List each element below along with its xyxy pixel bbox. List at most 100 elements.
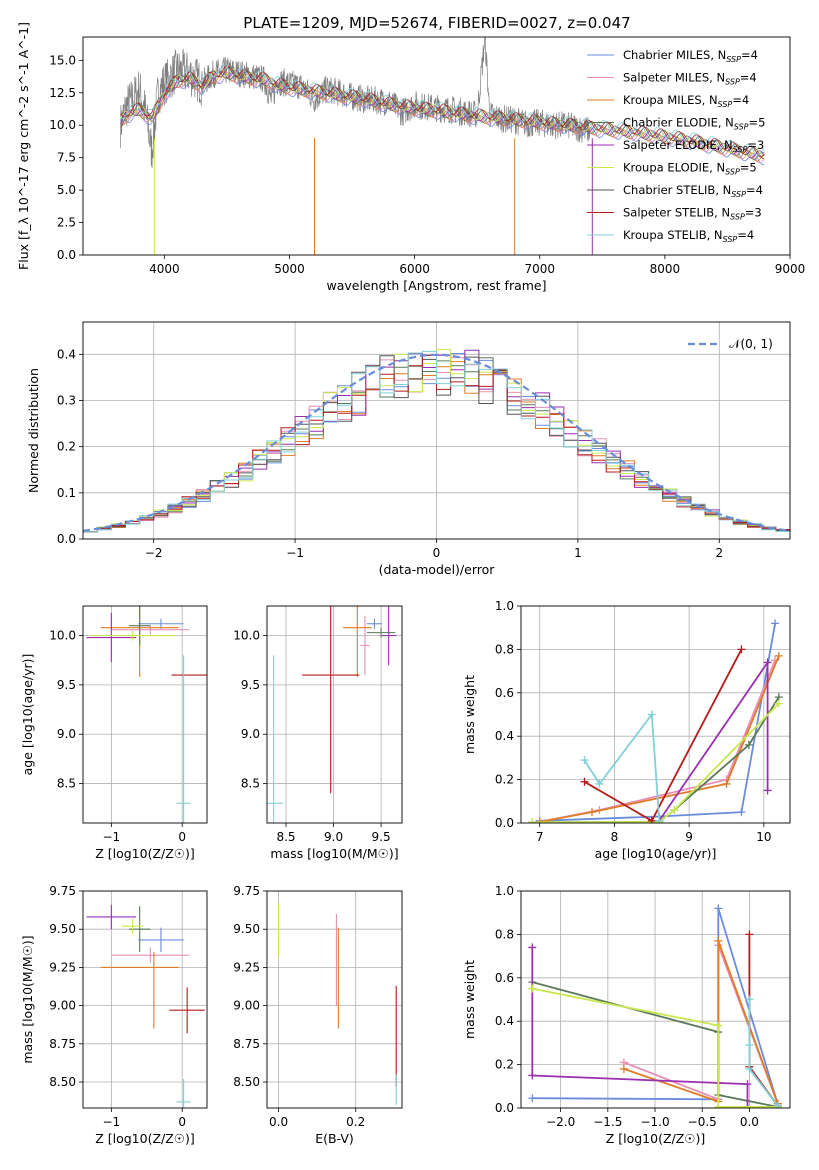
spectrum-panel: 4000 5000 6000 7000 8000 9000 0.0 2.5 5.0 7.5 10.0…	[16, 22, 805, 293]
x-tick-label: 8000	[650, 262, 681, 276]
y-tick-label: 8.5	[57, 777, 76, 791]
weight-point-marker	[745, 1064, 754, 1073]
y-tick-label: 0.1	[57, 486, 76, 500]
x-tick-label: 9000	[775, 262, 806, 276]
y-tick-label: 0.0	[495, 1101, 514, 1115]
weight-point-marker	[745, 995, 754, 1004]
weight-point-marker	[714, 1021, 723, 1030]
x-axis-label: Z [log10(Z/Z☉)]	[606, 1131, 706, 1146]
weight-point-marker	[528, 818, 537, 823]
y-tick-label: 1.0	[495, 884, 514, 898]
weight_vs_age-plot-area	[521, 606, 790, 823]
mass_vs_metallicity-frame	[82, 890, 208, 1109]
y-tick-label: 0.4	[57, 347, 76, 361]
x-axis-label: (data-model)/error	[379, 562, 496, 577]
x-tick-label: −1	[102, 830, 120, 844]
x-tick-label: −1	[102, 1115, 120, 1129]
weight-series-line	[531, 947, 749, 1108]
y-axis-label: mass weight	[462, 675, 477, 754]
age_vs_metallicity-panel: −1 0 8.5 9.0 9.5 10.0 Z [log10(Z/Z☉)] age [log1…	[20, 605, 208, 861]
y-axis-label: Normed distribution	[26, 368, 41, 493]
y-tick-label: 5.0	[57, 183, 76, 197]
spectrum-plot-area	[120, 37, 765, 255]
legend-entry: Chabrier MILES, NSSP=4	[623, 48, 758, 64]
weight-point-marker	[619, 1064, 628, 1073]
y-tick-label: 0.2	[495, 1058, 514, 1072]
y-tick-label: 0.6	[495, 686, 514, 700]
y-tick-label: 8.75	[49, 1037, 76, 1051]
weight-point-marker	[763, 786, 772, 795]
x-tick-label: 2	[715, 546, 723, 560]
y-tick-label: 1.0	[495, 599, 514, 613]
panels: 4000 5000 6000 7000 8000 90000.02.55.07.510.0…	[16, 22, 805, 1146]
y-tick-label: 0.0	[57, 532, 76, 546]
weight-point-marker	[595, 779, 604, 788]
weight-series-line	[583, 712, 661, 821]
x-axis-label: Z [log10(Z/Z☉)]	[95, 846, 195, 861]
x-tick-label: 7000	[524, 262, 555, 276]
weight-point-marker	[655, 816, 664, 823]
weight_vs_metallicity-panel: −2.0 −1.5 −1.0 −0.5 0.0 0.0 0.2 0.4 0.6 0.8 1.0 Z […	[462, 884, 791, 1146]
x-tick-label: 0.2	[346, 1115, 365, 1129]
x-tick-label: −2	[145, 546, 163, 560]
y-tick-label: 0.4	[495, 1014, 514, 1028]
y-axis-label: mass weight	[462, 960, 477, 1039]
y-tick-label: 0.4	[495, 729, 514, 743]
weight-point-marker	[714, 904, 723, 913]
x-tick-label: 5000	[274, 262, 305, 276]
y-tick-label: 9.5	[241, 678, 260, 692]
legend-entry: Kroupa ELODIE, NSSP=5	[623, 161, 757, 177]
model-spectrum-line	[120, 64, 765, 156]
weight-series-line	[748, 999, 779, 1107]
x-axis-label: Z [log10(Z/Z☉)]	[95, 1131, 195, 1146]
x-tick-label: −1	[286, 546, 304, 560]
y-axis-label: age [log10(age/yr)]	[20, 654, 35, 776]
x-tick-label: 10	[756, 830, 771, 844]
residual_histogram-plot-area	[83, 322, 790, 539]
y-tick-label: 9.25	[233, 960, 260, 974]
weight-point-marker	[745, 1041, 754, 1050]
y-tick-label: 2.5	[57, 216, 76, 230]
weight-point-marker	[587, 808, 596, 817]
histogram-step-line	[83, 350, 790, 533]
weight-series-line	[532, 702, 780, 823]
y-tick-label: 8.50	[49, 1075, 76, 1089]
residual_histogram-frame	[82, 321, 791, 540]
y-tick-label: 9.50	[233, 922, 260, 936]
y-tick-label: 9.00	[233, 999, 260, 1013]
weight-point-marker	[744, 740, 753, 749]
y-tick-label: 7.5	[57, 151, 76, 165]
y-tick-label: 9.5	[57, 678, 76, 692]
age_vs_metallicity-frame	[82, 605, 208, 824]
weight_vs_metallicity-frame	[520, 890, 791, 1109]
weight-point-marker	[528, 984, 537, 993]
weight-series-line	[539, 623, 776, 822]
y-tick-label: 9.50	[49, 922, 76, 936]
x-tick-label: −2.0	[546, 1115, 575, 1129]
y-tick-label: 0.6	[495, 971, 514, 985]
x-tick-label: 0	[433, 546, 441, 560]
legend-entry: Kroupa MILES, NSSP=4	[623, 93, 749, 109]
x-axis-label: E(B-V)	[315, 1131, 354, 1146]
weight-point-marker	[743, 1080, 752, 1089]
y-tick-label: 15.0	[49, 53, 76, 67]
y-tick-label: 8.75	[233, 1037, 260, 1051]
y-tick-label: 0.3	[57, 393, 76, 407]
x-tick-label: −1.0	[640, 1115, 669, 1129]
spectrum-legend: Chabrier MILES, NSSP=4 Salpeter MILES, NS…	[587, 48, 765, 244]
model-spectrum-line	[120, 68, 765, 160]
weight-point-marker	[714, 1102, 723, 1108]
age_vs_mass-plot-area	[267, 606, 402, 823]
weight-series-line	[539, 655, 780, 823]
observed-spectrum-line	[120, 37, 591, 169]
mass_vs_metallicity-panel: −1 0 8.50 8.75 9.00 9.25 9.50 9.75 Z [log10(Z/Z☉…	[20, 884, 208, 1146]
mass_vs_ebv-frame	[266, 890, 403, 1109]
x-tick-label: 4000	[149, 262, 180, 276]
weight-point-marker	[528, 1071, 537, 1080]
y-tick-label: 0.0	[495, 816, 514, 830]
age_vs_mass-frame	[266, 605, 403, 824]
legend-entry: Salpeter ELODIE, NSSP=3	[623, 138, 764, 154]
y-tick-label: 10.0	[49, 629, 76, 643]
legend-entry: Salpeter MILES, NSSP=4	[623, 71, 757, 87]
